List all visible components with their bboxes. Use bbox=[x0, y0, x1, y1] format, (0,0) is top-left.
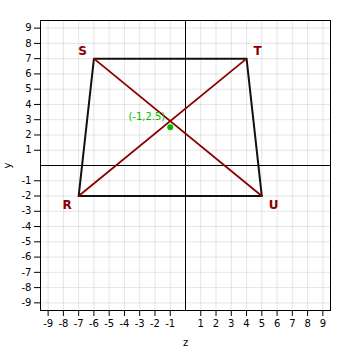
svg-text:6: 6 bbox=[25, 68, 31, 79]
svg-text:-8: -8 bbox=[58, 318, 68, 329]
svg-text:(-1,2.5): (-1,2.5) bbox=[128, 111, 165, 122]
svg-text:5: 5 bbox=[25, 83, 31, 94]
svg-text:-8: -8 bbox=[22, 282, 32, 293]
svg-text:R: R bbox=[62, 198, 71, 212]
svg-text:T: T bbox=[254, 43, 263, 57]
svg-text:2: 2 bbox=[25, 129, 31, 140]
svg-text:-9: -9 bbox=[43, 318, 53, 329]
svg-text:-5: -5 bbox=[22, 236, 32, 247]
svg-text:9: 9 bbox=[320, 318, 326, 329]
svg-text:-3: -3 bbox=[135, 318, 145, 329]
svg-text:1: 1 bbox=[198, 318, 204, 329]
svg-text:-4: -4 bbox=[119, 318, 129, 329]
svg-text:-6: -6 bbox=[22, 251, 32, 262]
svg-text:8: 8 bbox=[304, 318, 310, 329]
svg-text:3: 3 bbox=[228, 318, 234, 329]
svg-text:-7: -7 bbox=[74, 318, 84, 329]
svg-text:-2: -2 bbox=[150, 318, 160, 329]
svg-text:9: 9 bbox=[25, 22, 31, 33]
svg-text:2: 2 bbox=[213, 318, 219, 329]
svg-text:-9: -9 bbox=[22, 297, 32, 308]
svg-text:z: z bbox=[183, 337, 188, 348]
svg-text:-1: -1 bbox=[165, 318, 175, 329]
svg-text:U: U bbox=[269, 198, 279, 212]
svg-text:y: y bbox=[2, 162, 13, 168]
svg-text:7: 7 bbox=[289, 318, 295, 329]
svg-text:-1: -1 bbox=[22, 175, 32, 186]
svg-text:6: 6 bbox=[274, 318, 280, 329]
svg-text:5: 5 bbox=[259, 318, 265, 329]
svg-text:S: S bbox=[78, 43, 87, 57]
svg-text:4: 4 bbox=[25, 99, 31, 110]
svg-text:-6: -6 bbox=[89, 318, 99, 329]
svg-text:-2: -2 bbox=[22, 190, 32, 201]
svg-text:8: 8 bbox=[25, 38, 31, 49]
svg-text:7: 7 bbox=[25, 53, 31, 64]
svg-text:-5: -5 bbox=[104, 318, 114, 329]
svg-text:-7: -7 bbox=[22, 267, 32, 278]
svg-text:3: 3 bbox=[25, 114, 31, 125]
svg-text:-4: -4 bbox=[22, 221, 32, 232]
svg-text:4: 4 bbox=[243, 318, 249, 329]
svg-text:-3: -3 bbox=[22, 205, 32, 216]
svg-text:1: 1 bbox=[25, 144, 31, 155]
